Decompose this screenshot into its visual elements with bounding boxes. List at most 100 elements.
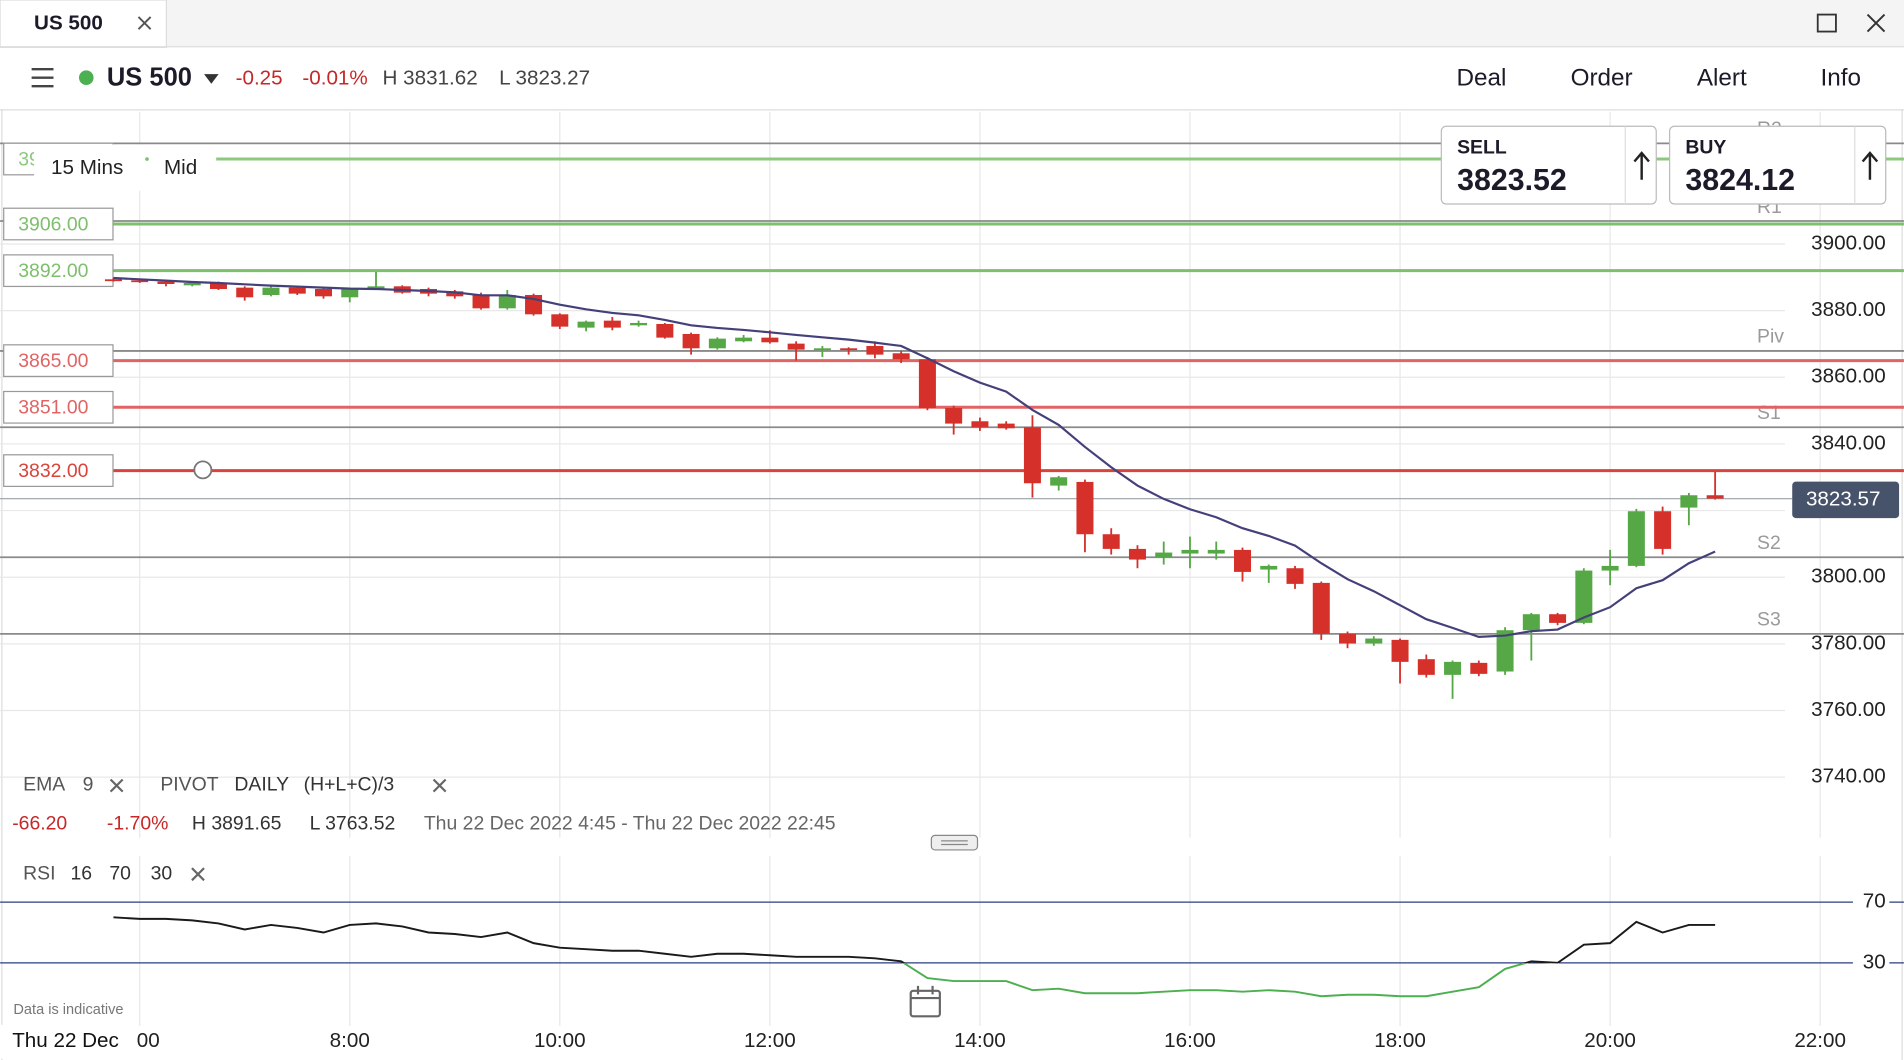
pane-resize-handle[interactable] <box>930 834 979 851</box>
maximize-button[interactable] <box>1816 13 1837 33</box>
candle-body <box>866 345 884 355</box>
last-price-label: 3823.57 <box>1806 487 1881 510</box>
level-label-box <box>3 344 114 378</box>
candle-body <box>1680 495 1698 508</box>
level-label: 3892.00 <box>18 260 88 282</box>
level-label-box <box>3 454 114 487</box>
x-tick-label: 8:00 <box>330 1029 370 1052</box>
candle-body <box>1522 614 1540 631</box>
candle-body <box>1706 495 1724 499</box>
candle-body <box>498 294 516 309</box>
rsi-upper: 70 <box>109 862 131 884</box>
x-tick-label: 18:00 <box>1374 1029 1426 1052</box>
y-tick-label: 3780.00 <box>1811 631 1886 654</box>
sell-button[interactable] <box>1440 125 1657 205</box>
sell-label: SELL <box>1457 136 1507 158</box>
candle-body <box>1023 427 1041 484</box>
level-label: 3906.00 <box>18 213 88 235</box>
candle-body <box>892 353 910 360</box>
instrument-dropdown[interactable] <box>204 74 219 84</box>
rsi-line <box>113 916 1716 998</box>
market-status <box>78 70 94 85</box>
candle-body <box>603 320 621 328</box>
price-type-button[interactable]: Mid <box>164 156 197 179</box>
candle-body <box>1627 511 1645 566</box>
candle-body <box>446 291 464 297</box>
candle-body <box>840 348 858 351</box>
separator <box>145 157 149 161</box>
level-handle[interactable] <box>193 460 213 480</box>
candle-body <box>131 280 149 283</box>
calendar-button[interactable] <box>909 985 941 1018</box>
pivot-formula: (H+L+C)/3 <box>304 774 395 796</box>
candle-body <box>1417 659 1435 675</box>
remove-rsi[interactable] <box>191 867 205 882</box>
candle-body <box>1365 638 1383 644</box>
menu-info[interactable]: Info <box>1821 64 1861 91</box>
instrument-name[interactable]: US 500 <box>107 64 192 92</box>
candle-body <box>262 287 280 295</box>
day-high: H 3831.62 <box>383 66 478 89</box>
interval-button[interactable]: 15 Mins <box>51 156 123 179</box>
candle-body <box>472 294 490 309</box>
pivot-label: S3 <box>1757 609 1781 631</box>
pivot-period: DAILY <box>234 774 289 796</box>
y-tick-label: 3860.00 <box>1811 365 1886 388</box>
candle-body <box>1155 552 1173 558</box>
candle-body <box>1391 639 1409 662</box>
buy-button[interactable] <box>1668 125 1887 205</box>
remove-pivot[interactable] <box>432 778 447 793</box>
rsi-period: 16 <box>70 862 92 884</box>
candle-body <box>1260 565 1278 570</box>
candle-body <box>288 287 306 294</box>
tab-close[interactable] <box>137 16 152 30</box>
chart-layer: 3740.00 3760.00 3780.00 3800.00 3840.00 3860.… <box>0 118 1904 998</box>
y-tick-label: 3800.00 <box>1811 565 1886 588</box>
period-change: -66.20 <box>12 813 67 835</box>
candle-body <box>577 321 595 328</box>
menu-alert[interactable]: Alert <box>1697 64 1747 91</box>
y-tick-label: 30 <box>1863 950 1886 973</box>
candle-body <box>630 322 648 326</box>
menu-deal[interactable]: Deal <box>1456 64 1506 91</box>
candle-body <box>367 286 385 289</box>
x-tick-label: 10:00 <box>534 1029 586 1052</box>
candle-body <box>1286 568 1304 584</box>
x-tick-label: 20:00 <box>1584 1029 1636 1052</box>
grid-layer: 6:00 8:00 10:00 12:00 14:00 16:00 18:00 20:00 22… <box>0 111 1846 1052</box>
candle-body <box>1444 661 1462 675</box>
candle-body <box>761 337 779 343</box>
remove-ema[interactable] <box>109 778 124 793</box>
candle-body <box>1496 630 1514 672</box>
tab-title: US 500 <box>34 12 103 35</box>
period-low: L 3763.52 <box>310 813 396 835</box>
candle-body <box>314 288 332 297</box>
candle-body <box>682 333 700 349</box>
y-tick-label: 3760.00 <box>1811 698 1886 721</box>
candle-body <box>341 288 359 298</box>
rsi-label: RSI <box>23 862 55 884</box>
level-label: 3851.00 <box>18 397 88 419</box>
candle-body <box>1128 548 1146 560</box>
candle-body <box>104 279 122 282</box>
data-note: Data is indicative <box>13 1002 123 1018</box>
pivot-label: Piv <box>1757 326 1784 348</box>
handle-grip <box>941 840 968 846</box>
tab[interactable] <box>0 0 168 48</box>
candle-body <box>1050 477 1068 486</box>
period-range: Thu 22 Dec 2022 4:45 - Thu 22 Dec 2022 2… <box>424 813 836 835</box>
close-window[interactable] <box>1866 13 1886 33</box>
candle-body <box>1575 570 1593 623</box>
menu-order[interactable]: Order <box>1571 64 1633 91</box>
candle-body <box>971 421 989 428</box>
candle-body <box>183 282 201 286</box>
change-percent: -0.01% <box>302 66 367 89</box>
toolbar <box>34 144 217 191</box>
menu-button[interactable] <box>31 67 54 88</box>
period-high: H 3891.65 <box>192 813 282 835</box>
date-label: Thu 22 Dec <box>12 1029 119 1052</box>
level-label-box <box>3 390 114 424</box>
candle-body <box>1102 534 1120 549</box>
level-label-box <box>3 254 114 288</box>
